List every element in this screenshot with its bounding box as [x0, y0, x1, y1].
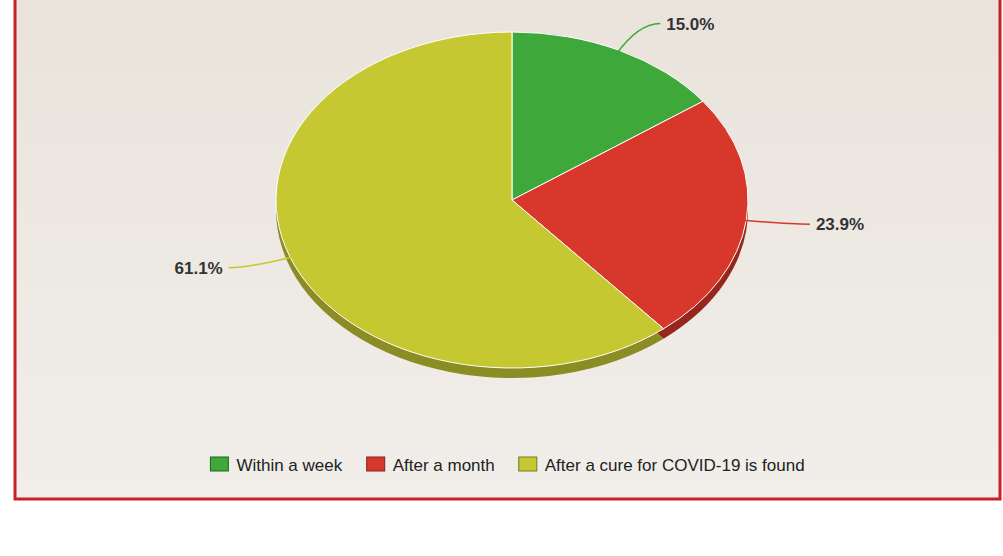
pie-slices	[276, 32, 748, 368]
data-label: 23.9%	[816, 215, 864, 234]
leader-line	[616, 24, 660, 55]
legend-label: Within a week	[236, 456, 342, 475]
chart: 15.0% 23.9% 61.1% Within a week After a mont…	[0, 0, 1003, 556]
data-labels: 15.0% 23.9% 61.1%	[175, 15, 865, 278]
data-label: 61.1%	[175, 259, 223, 278]
legend-swatch	[519, 457, 537, 471]
frame	[15, 0, 1000, 499]
legend: Within a week After a month After a cure f…	[210, 456, 804, 475]
slice	[276, 32, 664, 368]
legend-swatch	[210, 457, 228, 471]
legend-label: After a cure for COVID-19 is found	[545, 456, 805, 475]
legend-label: After a month	[393, 456, 495, 475]
legend-swatch	[367, 457, 385, 471]
leader-line	[229, 256, 297, 268]
leader-line	[739, 220, 810, 224]
data-label: 15.0%	[666, 15, 714, 34]
